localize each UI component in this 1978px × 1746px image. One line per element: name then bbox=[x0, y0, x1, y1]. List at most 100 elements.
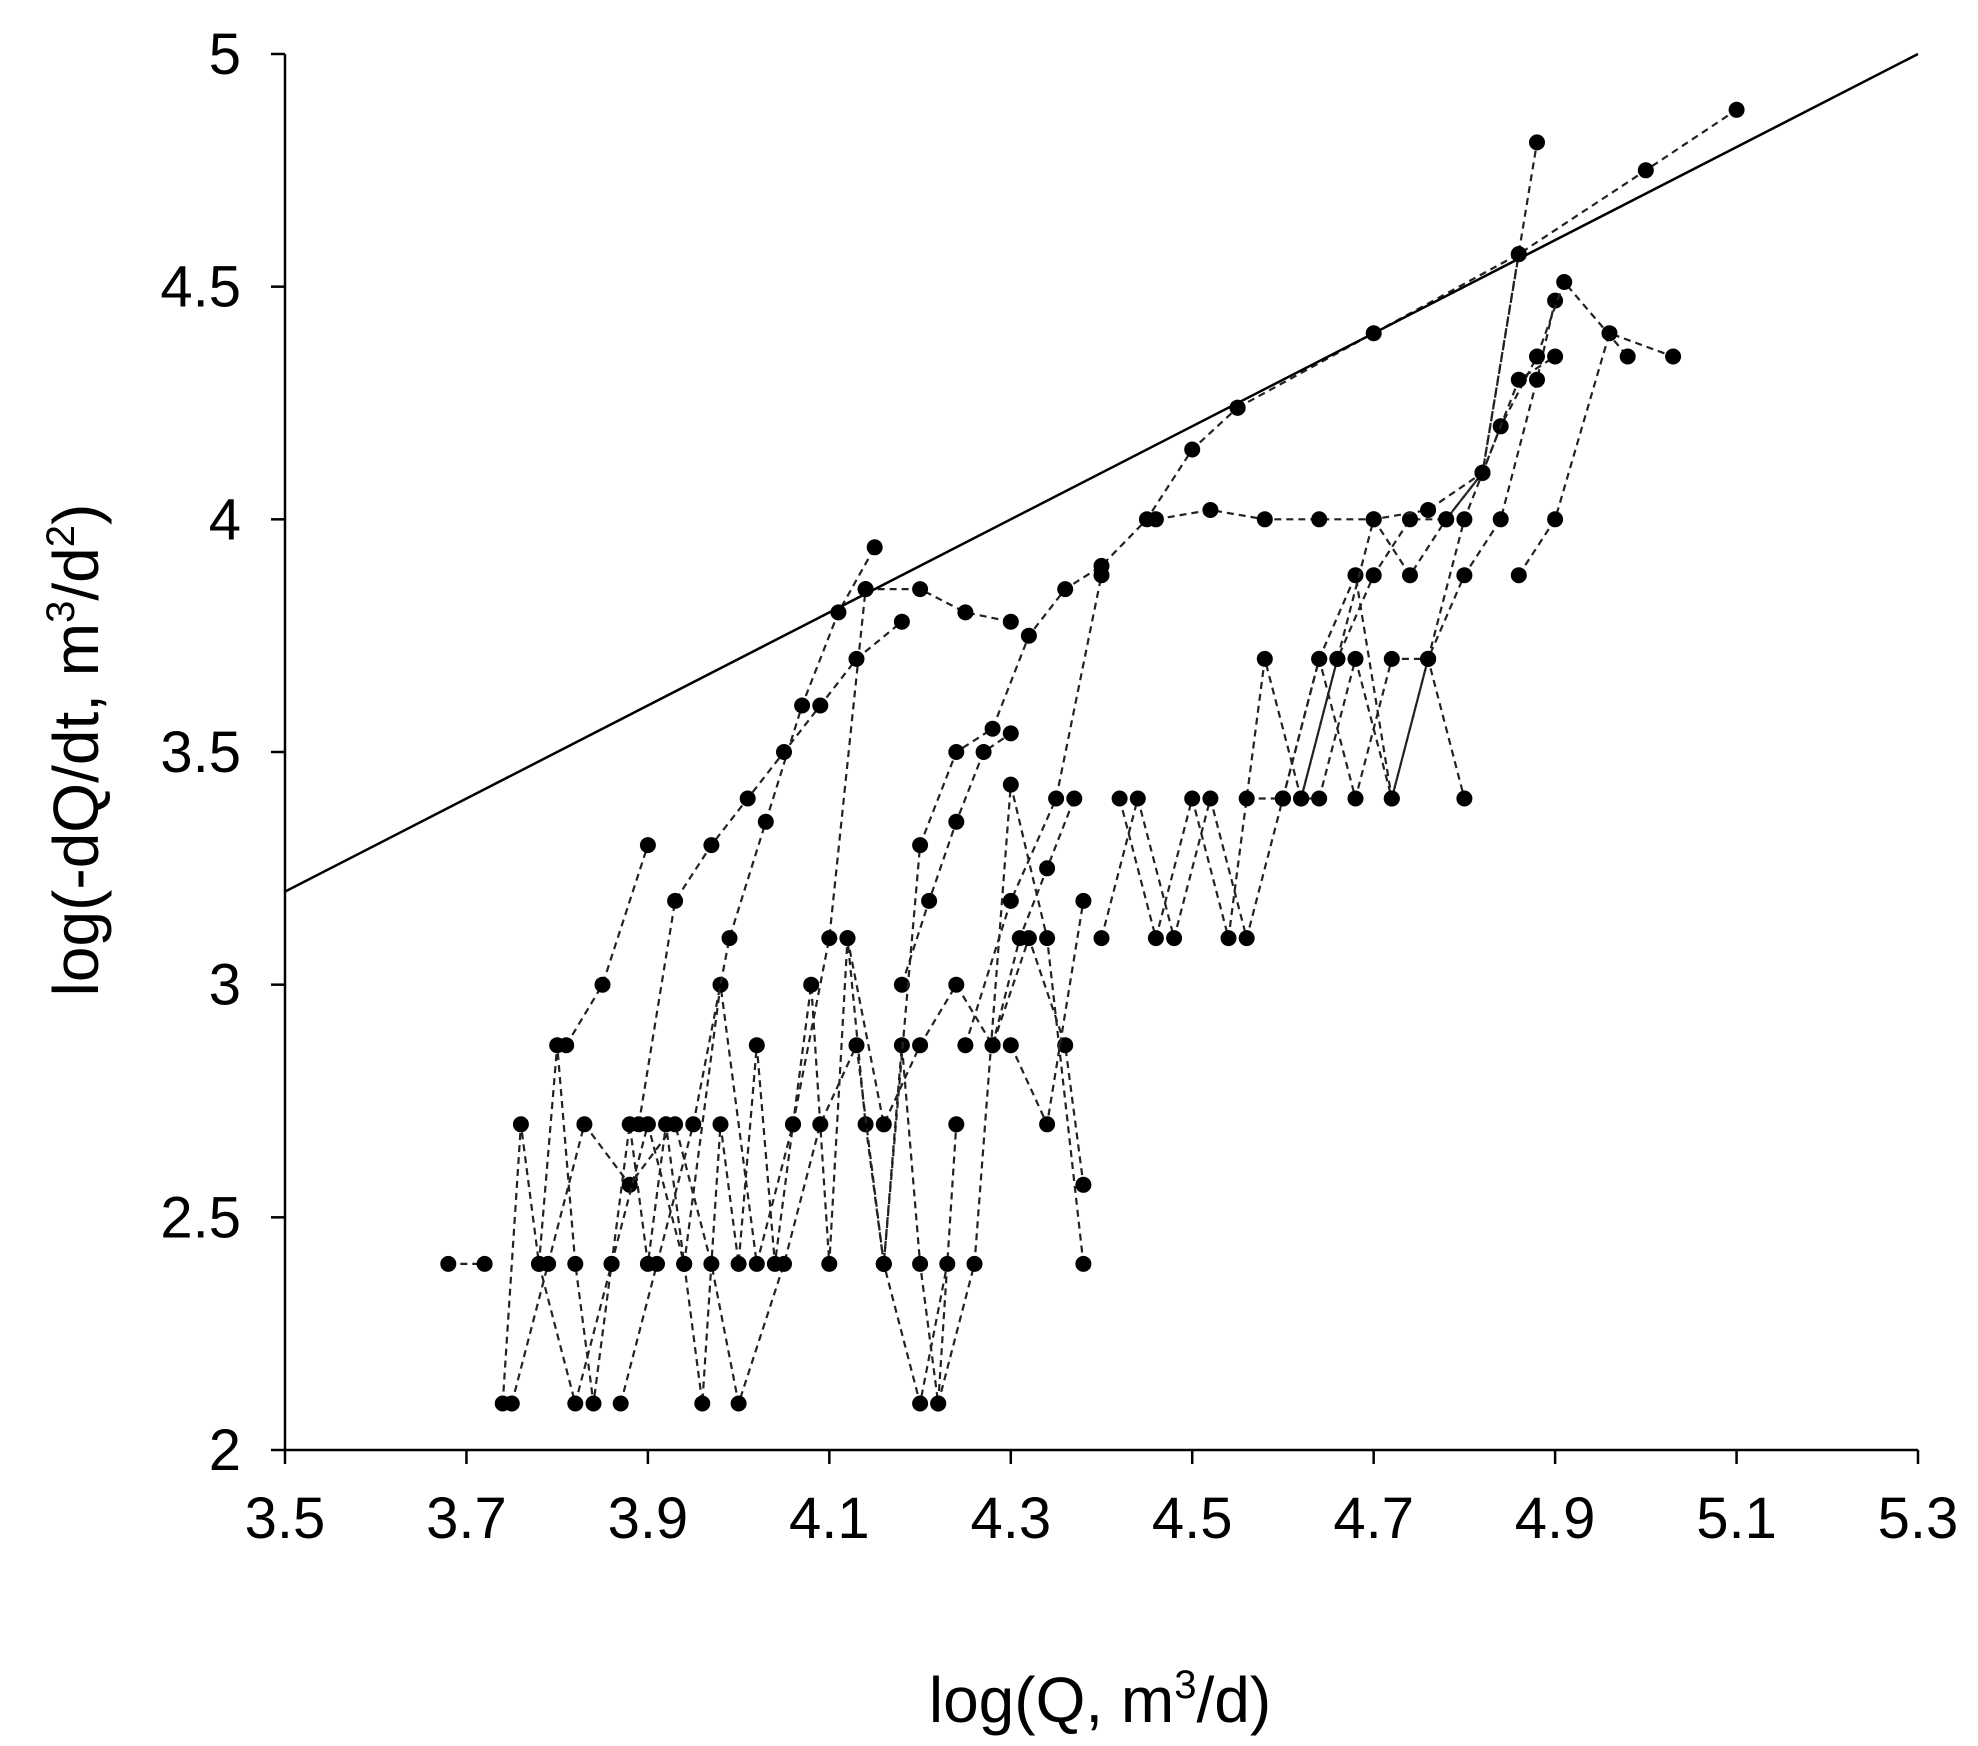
data-point bbox=[1002, 613, 1019, 630]
y-axis-title: log(-dQ/dt, m3/d2) bbox=[39, 504, 112, 997]
x-tick-label: 5.1 bbox=[1696, 1486, 1777, 1551]
x-tick-label: 4.3 bbox=[970, 1486, 1051, 1551]
data-point bbox=[948, 1116, 965, 1133]
data-point bbox=[1002, 1037, 1019, 1054]
data-point bbox=[794, 697, 811, 714]
data-point bbox=[703, 1255, 720, 1272]
data-point bbox=[1601, 325, 1618, 342]
plot-area: 2 2.5 3 3.5 4 4.5 5 3.5 3.7 3.9 4.1 4.3 4.5 4.7 4.9 5.… bbox=[160, 22, 1958, 1551]
data-point bbox=[476, 1255, 493, 1272]
data-point bbox=[893, 613, 910, 630]
data-point bbox=[594, 976, 611, 993]
data-point bbox=[685, 1116, 702, 1133]
series-8 bbox=[857, 581, 1019, 630]
x-tick-label: 3.7 bbox=[426, 1486, 507, 1551]
data-point bbox=[912, 1037, 929, 1054]
data-point bbox=[1619, 348, 1636, 365]
data-point bbox=[1347, 790, 1364, 807]
series-15 bbox=[1002, 892, 1092, 1133]
data-point bbox=[1057, 581, 1074, 598]
data-point bbox=[667, 1116, 684, 1133]
series-9 bbox=[839, 930, 1092, 1193]
data-point bbox=[1329, 650, 1346, 667]
data-point bbox=[1456, 511, 1473, 528]
data-point bbox=[957, 604, 974, 621]
data-point bbox=[812, 697, 829, 714]
data-point bbox=[1456, 790, 1473, 807]
data-point bbox=[912, 1255, 929, 1272]
x-tick-label: 3.9 bbox=[608, 1486, 689, 1551]
x-ticks: 3.5 3.7 3.9 4.1 4.3 4.5 4.7 4.9 5.1 5.3 bbox=[245, 1450, 1958, 1551]
data-point bbox=[1075, 1176, 1092, 1193]
series-13 bbox=[957, 567, 1110, 1054]
data-point bbox=[1728, 101, 1745, 118]
data-point bbox=[1365, 567, 1382, 584]
data-point bbox=[1093, 567, 1110, 584]
series-4 bbox=[558, 837, 656, 1054]
data-point bbox=[1456, 567, 1473, 584]
data-point bbox=[1002, 776, 1019, 793]
data-point bbox=[712, 976, 729, 993]
data-point bbox=[1492, 511, 1509, 528]
data-point bbox=[875, 1116, 892, 1133]
data-point bbox=[1184, 441, 1201, 458]
data-point bbox=[1347, 650, 1364, 667]
data-point bbox=[558, 1037, 575, 1054]
data-point bbox=[975, 744, 992, 760]
data-point bbox=[848, 650, 865, 667]
data-point bbox=[1637, 162, 1654, 179]
data-point bbox=[576, 1116, 593, 1133]
data-point bbox=[1066, 790, 1083, 807]
series-line bbox=[619, 546, 876, 1404]
data-point bbox=[703, 837, 720, 854]
data-point bbox=[948, 744, 965, 760]
series-line bbox=[510, 1041, 949, 1408]
data-point bbox=[921, 892, 938, 909]
data-point bbox=[912, 581, 929, 598]
trend-line bbox=[284, 52, 1919, 893]
data-point bbox=[721, 930, 738, 947]
series-line bbox=[865, 587, 1012, 623]
data-point bbox=[839, 930, 856, 947]
series-layer bbox=[440, 101, 1745, 1412]
data-point bbox=[1238, 790, 1255, 807]
series-21 bbox=[1293, 348, 1564, 807]
data-point bbox=[912, 837, 929, 854]
data-point bbox=[1202, 790, 1219, 807]
data-point bbox=[1556, 274, 1573, 290]
data-point bbox=[676, 1255, 693, 1272]
series-line bbox=[991, 798, 1076, 1046]
data-point bbox=[1311, 650, 1328, 667]
data-point bbox=[567, 1255, 584, 1272]
series-line bbox=[1155, 142, 1539, 521]
data-point bbox=[1402, 511, 1418, 528]
series-line bbox=[1237, 108, 1738, 409]
data-point bbox=[875, 1255, 892, 1272]
data-point bbox=[1529, 134, 1545, 151]
series-line bbox=[964, 574, 1103, 1046]
series-line bbox=[882, 406, 1239, 1264]
data-point bbox=[1111, 790, 1128, 807]
y-tick-label: 5 bbox=[209, 22, 241, 87]
data-point bbox=[1365, 511, 1382, 528]
data-point bbox=[1311, 790, 1328, 807]
series-line bbox=[846, 934, 1085, 1185]
data-point bbox=[585, 1395, 602, 1412]
series-6 bbox=[612, 539, 883, 1412]
data-point bbox=[567, 1395, 584, 1412]
x-tick-label: 4.5 bbox=[1152, 1486, 1233, 1551]
data-point bbox=[1238, 930, 1255, 947]
y-tick-label: 2.5 bbox=[160, 1185, 241, 1250]
data-point bbox=[1011, 930, 1028, 947]
data-point bbox=[1147, 930, 1164, 947]
data-point bbox=[1510, 371, 1527, 388]
y-ticks: 2 2.5 3 3.5 4 4.5 5 bbox=[160, 22, 285, 1483]
data-point bbox=[1529, 348, 1545, 365]
data-point bbox=[821, 930, 838, 947]
data-point bbox=[1020, 627, 1037, 644]
data-point bbox=[785, 1116, 801, 1133]
data-point bbox=[1383, 790, 1400, 807]
x-tick-label: 3.5 bbox=[245, 1486, 326, 1551]
data-point bbox=[912, 1395, 929, 1412]
data-point bbox=[630, 1116, 647, 1133]
